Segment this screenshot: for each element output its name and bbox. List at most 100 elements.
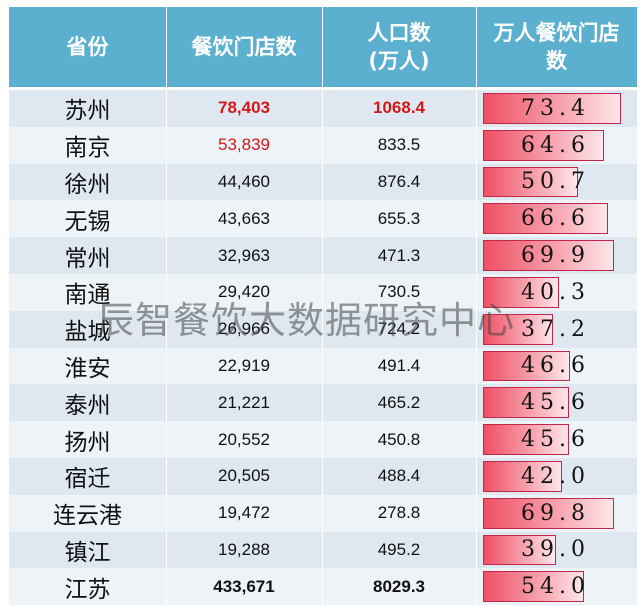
- province-name: 徐州: [64, 171, 111, 198]
- restaurant-count: 21,221: [218, 392, 270, 412]
- province-name: 宿迁: [64, 466, 111, 493]
- restaurant-count: 22,919: [218, 355, 270, 375]
- density-value: 66.6: [521, 206, 590, 232]
- restaurant-count: 19,472: [218, 503, 270, 523]
- table-row: 江苏 433,671 8029.3 54.0: [9, 568, 637, 606]
- province-name: 常州: [64, 245, 111, 272]
- table-row: 南京 53,839 833.5 64.6: [9, 126, 637, 164]
- table-row: 南通 29,420 730.5 40.3: [9, 274, 637, 311]
- density-bar: [483, 166, 578, 198]
- density-cell: 69.9: [476, 237, 637, 274]
- header-population: 人口数 (万人): [322, 7, 476, 87]
- density-cell: 42.0: [476, 458, 637, 495]
- density-cell: 50.7: [476, 164, 637, 201]
- density-cell: 64.6: [476, 127, 637, 164]
- column-divider: [166, 7, 167, 606]
- population-value: 278.8: [377, 503, 421, 523]
- density-value: 45.6: [521, 390, 590, 416]
- table-row: 镇江 19,288 495.2 39.0: [9, 531, 637, 569]
- table-row: 常州 32,963 471.3 69.9: [9, 237, 637, 274]
- density-cell: 66.6: [476, 200, 637, 237]
- density-value: 64.6: [521, 132, 590, 158]
- density-bar: [483, 387, 569, 419]
- density-cell: 54.0: [476, 568, 637, 605]
- header-restaurants: 餐饮门店数: [166, 7, 322, 87]
- population-value: 465.2: [377, 392, 421, 412]
- density-cell: 37.2: [476, 311, 637, 348]
- province-name: 苏州: [64, 98, 111, 125]
- population-value: 491.4: [377, 355, 421, 375]
- density-bar: [483, 461, 562, 492]
- density-value: 54.0: [521, 574, 590, 600]
- province-name: 连云港: [53, 503, 122, 530]
- table-row: 淮安 22,919 491.4 46.6: [9, 347, 637, 385]
- density-bar: [483, 240, 614, 271]
- province-name: 无锡: [64, 208, 111, 235]
- density-value: 50.7: [521, 169, 590, 195]
- density-value: 37.2: [521, 316, 590, 342]
- restaurant-count: 20,552: [218, 429, 270, 449]
- density-cell: 40.3: [476, 274, 637, 311]
- density-bar: [483, 313, 553, 345]
- table-row: 宿迁 20,505 488.4 42.0: [9, 458, 637, 495]
- density-cell: 46.6: [476, 348, 637, 385]
- table-row: 泰州 21,221 465.2 45.6: [9, 384, 637, 422]
- density-bar: [483, 350, 570, 382]
- density-bar: [483, 534, 556, 566]
- density-bar: [483, 129, 604, 161]
- density-value: 40.3: [521, 279, 590, 305]
- density-cell: 45.6: [476, 384, 637, 421]
- table-row: 苏州 78,403 1068.4 73.4: [9, 90, 637, 127]
- population-value: 876.4: [377, 171, 421, 191]
- density-value: 39.0: [521, 537, 590, 563]
- table-row: 盐城 26,966 724.2 37.2: [9, 310, 637, 348]
- population-value: 730.5: [377, 282, 421, 302]
- restaurant-count: 32,963: [218, 245, 270, 265]
- restaurant-count: 43,663: [218, 208, 270, 228]
- density-cell: 45.6: [476, 421, 637, 458]
- province-name: 镇江: [64, 539, 111, 566]
- province-name: 南京: [64, 135, 111, 162]
- density-value: 45.6: [521, 427, 590, 453]
- density-bar: [483, 571, 584, 603]
- population-value: 1068.4: [373, 98, 425, 118]
- density-bar: [483, 93, 621, 124]
- table-row: 徐州 44,460 876.4 50.7: [9, 163, 637, 201]
- header-density: 万人餐饮门店数: [476, 7, 637, 87]
- restaurant-count: 44,460: [218, 171, 270, 191]
- restaurant-count: 433,671: [213, 576, 275, 596]
- density-cell: 39.0: [476, 532, 637, 569]
- density-cell: 69.8: [476, 495, 637, 532]
- density-bar: [483, 203, 608, 235]
- column-divider: [322, 7, 323, 606]
- population-value: 655.3: [377, 208, 421, 228]
- population-value: 833.5: [377, 135, 421, 155]
- population-value: 495.2: [377, 539, 421, 559]
- population-value: 8029.3: [373, 576, 425, 596]
- restaurant-count: 29,420: [218, 282, 270, 302]
- province-name: 泰州: [64, 392, 111, 419]
- population-value: 450.8: [377, 429, 421, 449]
- density-value: 69.9: [521, 243, 590, 269]
- header-province: 省份: [9, 7, 166, 87]
- density-value: 73.4: [521, 95, 590, 121]
- population-value: 488.4: [377, 466, 421, 486]
- column-divider: [476, 7, 477, 606]
- density-value: 46.6: [521, 353, 590, 379]
- province-name: 扬州: [64, 429, 111, 456]
- watermark-text: 辰智餐饮大数据研究中心: [97, 299, 515, 342]
- density-value: 69.8: [521, 500, 590, 526]
- province-name: 江苏: [64, 576, 111, 603]
- province-name: 南通: [64, 282, 111, 309]
- density-value: 42.0: [521, 463, 590, 489]
- population-value: 471.3: [377, 245, 421, 265]
- table-row: 连云港 19,472 278.8 69.8: [9, 494, 637, 532]
- density-bar: [483, 497, 614, 529]
- restaurant-count: 53,839: [218, 135, 270, 155]
- table-row: 扬州 20,552 450.8 45.6: [9, 421, 637, 458]
- restaurant-count: 26,966: [218, 319, 270, 339]
- province-name: 淮安: [64, 355, 111, 382]
- restaurant-count: 20,505: [218, 466, 270, 486]
- table-row: 无锡 43,663 655.3 66.6: [9, 200, 637, 238]
- density-cell: 73.4: [476, 90, 637, 127]
